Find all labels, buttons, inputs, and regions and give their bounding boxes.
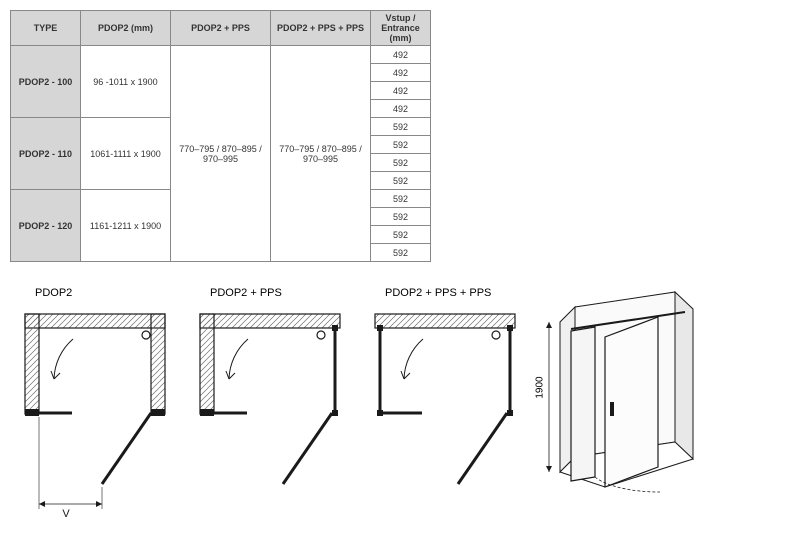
ent-cell: 592 — [371, 118, 431, 136]
ent-cell: 492 — [371, 100, 431, 118]
ent-cell: 592 — [371, 172, 431, 190]
ent-cell: 492 — [371, 64, 431, 82]
diagram-label: PDOP2 + PPS + PPS — [385, 287, 525, 299]
diagram-pdop2-pps: PDOP2 + PPS — [185, 287, 350, 519]
diagram-pdop2-pps-pps: PDOP2 + PPS + PPS — [360, 287, 525, 519]
type-cell: PDOP2 - 110 — [11, 118, 81, 190]
dim-cell: 1161-1211 x 1900 — [81, 190, 171, 262]
hdr-pdop2-pps-pps: PDOP2 + PPS + PPS — [271, 11, 371, 46]
ent-cell: 492 — [371, 46, 431, 64]
ent-cell: 492 — [371, 82, 431, 100]
dim-cell: 96 -1011 x 1900 — [81, 46, 171, 118]
height-label: 1900 — [535, 376, 546, 398]
diagram-label: PDOP2 + PPS — [210, 287, 350, 299]
iso-svg — [535, 287, 715, 517]
hdr-type: TYPE — [11, 11, 81, 46]
diagram-row: PDOP2 — [10, 287, 790, 519]
plan-pdop2-svg: V — [10, 309, 175, 519]
type-cell: PDOP2 - 100 — [11, 46, 81, 118]
hdr-pdop2: PDOP2 (mm) — [81, 11, 171, 46]
diagram-pdop2: PDOP2 — [10, 287, 175, 519]
plan-pdop2-pps-svg — [185, 309, 350, 519]
ent-cell: 592 — [371, 244, 431, 262]
hdr-entrance: Vstup / Entrance (mm) — [371, 11, 431, 46]
ent-cell: 592 — [371, 208, 431, 226]
combo-cell: 770–795 / 870–895 / 970–995 — [171, 46, 271, 262]
ent-cell: 592 — [371, 190, 431, 208]
dim-cell: 1061-1111 x 1900 — [81, 118, 171, 190]
hdr-pdop2-pps: PDOP2 + PPS — [171, 11, 271, 46]
v-label: V — [62, 508, 70, 519]
ent-cell: 592 — [371, 226, 431, 244]
ent-cell: 592 — [371, 136, 431, 154]
type-cell: PDOP2 - 120 — [11, 190, 81, 262]
ent-cell: 592 — [371, 154, 431, 172]
diagram-label: PDOP2 — [35, 287, 175, 299]
combo-cell: 770–795 / 870–895 / 970–995 — [271, 46, 371, 262]
plan-pdop2-pps-pps-svg — [360, 309, 525, 519]
diagram-iso: 1900 — [535, 287, 715, 517]
spec-table: TYPE PDOP2 (mm) PDOP2 + PPS PDOP2 + PPS … — [10, 10, 431, 262]
